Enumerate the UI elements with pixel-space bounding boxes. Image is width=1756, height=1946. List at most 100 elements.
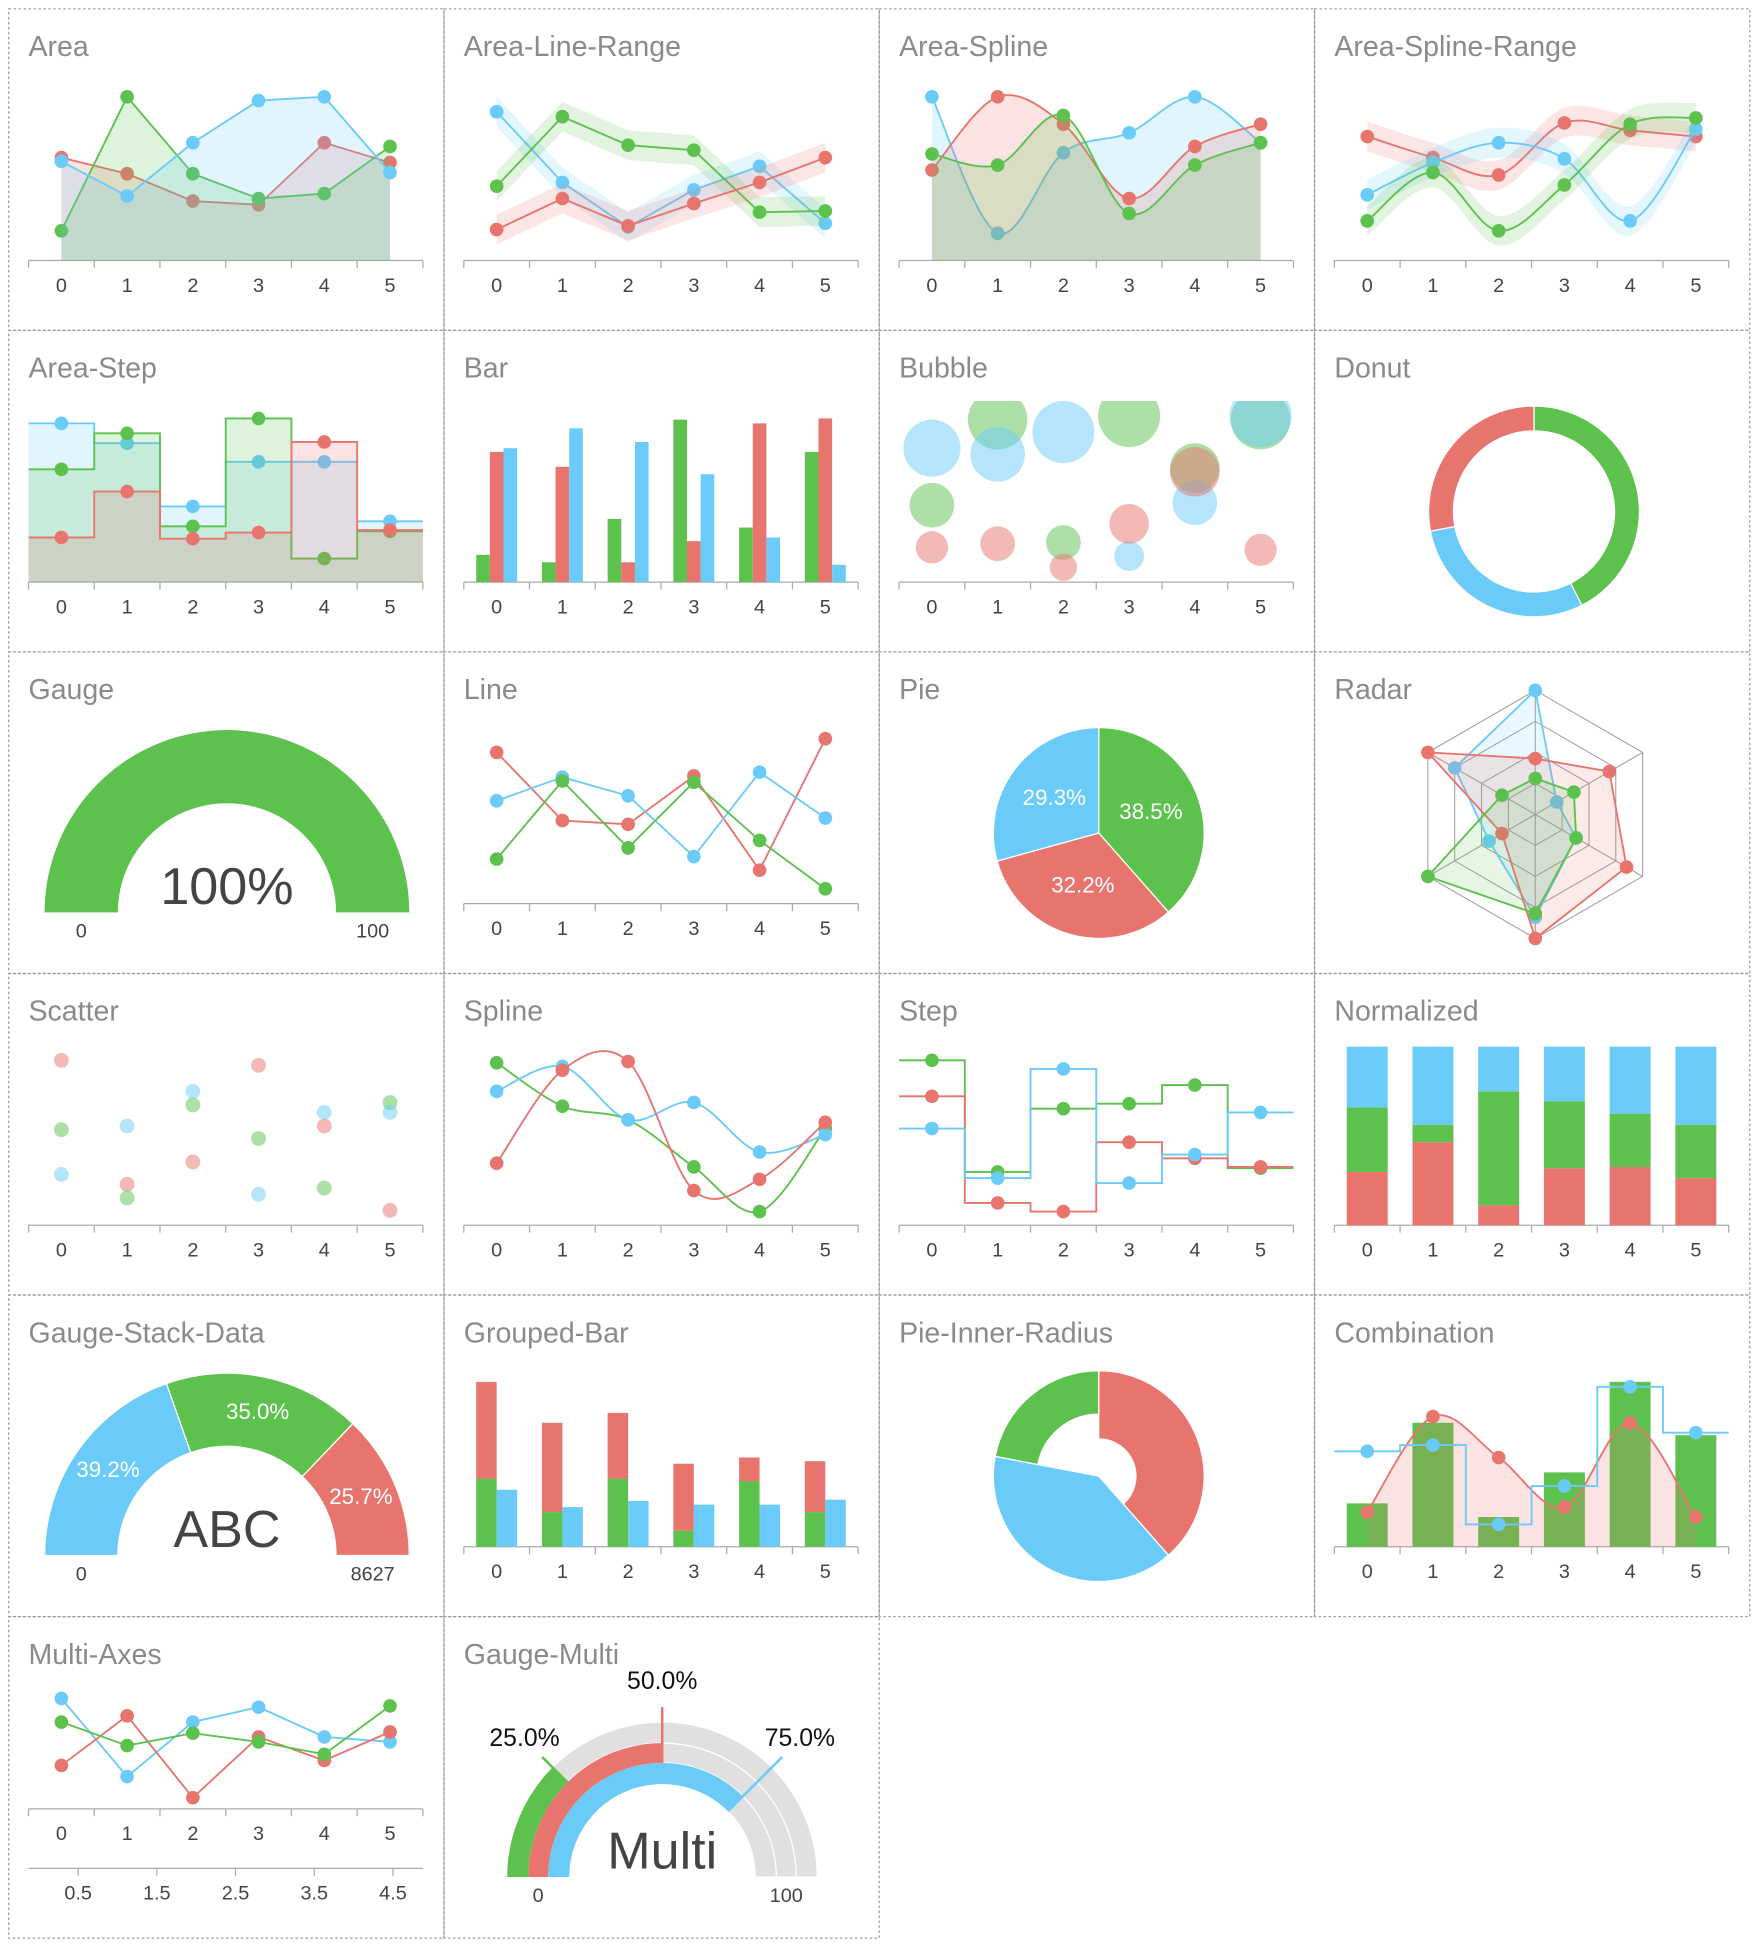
bar (673, 1463, 694, 1531)
cell-border (878, 1294, 1316, 1618)
x-tick-label: 3 (1124, 1240, 1135, 1262)
point (1188, 1147, 1202, 1162)
radar-point (1528, 771, 1543, 786)
radar-point (1447, 761, 1462, 775)
bar (804, 1512, 826, 1547)
point (1557, 116, 1572, 130)
point (1360, 188, 1375, 202)
range-band (1367, 102, 1696, 246)
point (1623, 1415, 1637, 1430)
x-tick-label: 4 (1189, 1240, 1200, 1262)
chart-cell: Area-Step 0 1 2 3 4 5 (8, 329, 445, 653)
slice (1428, 405, 1535, 532)
bar (628, 1500, 649, 1547)
point (818, 731, 833, 746)
point (555, 774, 570, 788)
gauge-threshold (541, 1756, 569, 1784)
point (818, 1127, 833, 1142)
x-tick-label: 4 (319, 596, 330, 618)
bar (700, 474, 715, 583)
bar (541, 562, 556, 583)
radar-axis (1427, 751, 1536, 815)
chart-cell: Line 0 1 2 3 4 5 (443, 651, 880, 975)
bar (476, 554, 490, 583)
point (383, 523, 397, 537)
point (1689, 122, 1703, 136)
area (28, 441, 423, 583)
point (316, 1180, 332, 1196)
bar (804, 451, 819, 583)
bar (1675, 1124, 1717, 1179)
radar-point (1495, 788, 1509, 802)
x-tick-label: 3 (688, 1240, 699, 1262)
x-tick-label: 5 (820, 596, 831, 618)
gauge-label: 25.7% (329, 1484, 392, 1509)
x-tick-label: 2 (187, 275, 198, 297)
x-tick-label: 0 (1362, 275, 1373, 297)
slice (1533, 405, 1640, 607)
point (54, 462, 69, 477)
point (925, 147, 939, 161)
line (496, 1062, 827, 1214)
chart-title: Area-Spline-Range (1334, 31, 1577, 63)
x-tick-label: 2 (1058, 596, 1069, 618)
gauge-arc (44, 730, 410, 913)
x-tick-label: 0 (1362, 1561, 1373, 1583)
point (185, 1083, 201, 1099)
chart-title: Step (899, 996, 958, 1028)
x-tick-label: 5 (820, 918, 831, 940)
point (555, 1099, 570, 1114)
x-tick-label: 2 (187, 596, 198, 618)
x-tick-label: 4 (1189, 596, 1200, 618)
point (489, 104, 504, 119)
line (60, 95, 391, 198)
chart-title: Pie-Inner-Radius (899, 1317, 1113, 1349)
chart-cell: Bubble 0 1 2 3 4 5 (878, 329, 1316, 653)
x-tick-label: 5 (384, 1240, 395, 1262)
point (818, 150, 833, 165)
point (251, 1186, 267, 1202)
bar (1609, 1381, 1651, 1547)
x-tick-label: 0 (56, 596, 67, 618)
point (251, 1735, 266, 1749)
point (1122, 126, 1136, 140)
x-tick-label: 2 (623, 918, 634, 940)
x-tick-label: 4 (1189, 275, 1200, 297)
point (317, 551, 332, 566)
range-band (496, 142, 826, 245)
point (752, 205, 767, 220)
radar-point (1421, 869, 1435, 884)
radar-point (1619, 860, 1634, 874)
x-tick-label: 2 (1493, 1561, 1504, 1583)
point (489, 745, 504, 760)
cell-border (878, 329, 1316, 653)
cell-border (1313, 1294, 1751, 1618)
radar-point (1567, 785, 1581, 799)
x-tick-label: 3 (253, 275, 264, 297)
point (489, 793, 504, 808)
point (687, 1183, 701, 1198)
x-tick-label: 3 (1559, 1240, 1570, 1262)
x2-tick-label: 3.5 (300, 1883, 328, 1905)
point (383, 1699, 397, 1713)
x-tick-label: 5 (1255, 275, 1266, 297)
x-tick-label: 5 (1690, 1561, 1701, 1583)
point (316, 1104, 332, 1120)
chart-cell: Step 0 1 2 3 4 5 (878, 972, 1316, 1296)
cell-border (8, 329, 445, 653)
bubble (915, 531, 949, 564)
point (382, 1104, 398, 1120)
chart-cell: Bar 0 1 2 3 4 5 (443, 329, 880, 653)
point (120, 1709, 134, 1723)
cell-border (8, 8, 445, 331)
point (621, 1113, 635, 1127)
chart-cell: Area-Spline 0 1 2 3 4 5 (878, 8, 1316, 331)
slice (1098, 1370, 1205, 1557)
x2-tick-label: 2.5 (222, 1883, 250, 1905)
point (555, 191, 570, 206)
gauge-threshold-label: 50.0% (627, 1668, 697, 1695)
point (925, 90, 939, 104)
x2-tick-label: 1.5 (143, 1883, 171, 1905)
x-tick-label: 5 (1690, 275, 1701, 297)
point (1426, 1438, 1440, 1452)
